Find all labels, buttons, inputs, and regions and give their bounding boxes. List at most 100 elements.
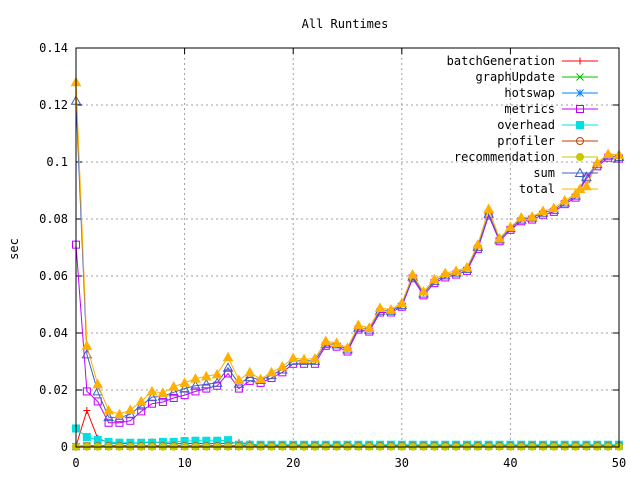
data-point-sum (244, 371, 256, 382)
data-point-metrics (191, 387, 200, 396)
data-point-metrics (202, 384, 211, 393)
data-point-total (515, 212, 527, 222)
data-point-total (537, 205, 549, 216)
data-point-metrics (82, 387, 91, 396)
legend-swatch-marker (576, 57, 584, 65)
data-point-sum (103, 411, 114, 422)
legend-label: graphUpdate (476, 70, 555, 84)
legend-swatch-marker (576, 89, 584, 97)
legend-label: profiler (497, 134, 555, 148)
data-point-total (559, 194, 571, 205)
legend-label: batchGeneration (447, 54, 555, 68)
data-point-overhead (82, 433, 91, 442)
data-point-total (124, 404, 136, 414)
data-point-total (244, 366, 256, 377)
data-point-sum (179, 383, 190, 393)
data-point-sum (211, 377, 223, 387)
data-point-sum (200, 378, 212, 389)
data-point-total (331, 337, 342, 347)
data-point-total (309, 353, 321, 363)
legend-swatch-marker (576, 105, 584, 113)
legend-swatch-marker (576, 73, 584, 81)
data-point-total (298, 353, 310, 364)
data-point-total (157, 387, 169, 397)
legend-entry-profiler: profiler (497, 134, 598, 148)
data-point-total (483, 203, 495, 214)
data-point-total (320, 335, 332, 345)
legend-swatch-marker (574, 167, 586, 177)
x-tick-label: 0 (72, 456, 79, 470)
data-point-total (505, 221, 516, 231)
legend: batchGeneration graphUpdate hotswap metrics… (447, 54, 598, 196)
data-point-metrics (115, 418, 124, 427)
legend-label: recommendation (454, 150, 555, 164)
y-tick-label: 0.06 (39, 269, 68, 283)
legend-entry-graphUpdate: graphUpdate (476, 70, 598, 84)
data-point-total (385, 304, 397, 314)
data-point-total (418, 286, 429, 296)
legend-label: hotswap (504, 86, 555, 100)
data-point-total (429, 273, 440, 284)
legend-entry-total: total (519, 182, 598, 196)
data-point-sum (146, 391, 158, 402)
x-tick-label: 40 (503, 456, 517, 470)
data-point-metrics (234, 384, 243, 393)
legend-swatch-marker (576, 153, 584, 161)
data-point-total (266, 366, 277, 377)
data-point-total (450, 265, 462, 275)
data-point-sum (190, 380, 201, 390)
y-tick-label: 0.02 (39, 383, 68, 397)
data-point-total (363, 322, 375, 332)
data-point-total (591, 157, 603, 167)
data-point-total (342, 342, 353, 352)
data-point-total (168, 381, 180, 391)
data-point-total (602, 148, 614, 159)
data-point-total (374, 302, 386, 312)
data-point-total (472, 239, 484, 249)
series-line-total (75, 82, 620, 415)
legend-entry-sum: sum (533, 166, 598, 180)
data-point-batchGeneration (83, 407, 91, 415)
series-group (70, 76, 625, 451)
data-point-total (81, 340, 93, 350)
data-point-total (494, 232, 505, 243)
data-point-total (233, 374, 245, 385)
data-point-total (570, 188, 581, 198)
data-point-total (581, 180, 592, 191)
data-point-total (255, 373, 266, 384)
data-point-total (276, 361, 288, 371)
chart-title: All Runtimes (302, 17, 389, 31)
data-point-metrics (104, 418, 113, 427)
y-tick-label: 0.1 (46, 155, 68, 169)
data-point-total (548, 202, 560, 213)
data-point-total (461, 261, 473, 272)
axes: 0 0.02 0.04 0.06 0.08 0.1 0.12 0.14 0 10 20 30 40 50 (39, 41, 626, 470)
data-point-total (353, 319, 364, 330)
legend-label: overhead (497, 118, 555, 132)
series-line-sum (75, 100, 620, 419)
data-point-total (190, 373, 201, 383)
data-point-total (526, 211, 538, 221)
legend-swatch-marker (576, 121, 584, 129)
x-tick-label: 50 (612, 456, 626, 470)
y-tick-label: 0.08 (39, 212, 68, 226)
data-point-sum (168, 386, 180, 397)
data-point-total (287, 352, 299, 363)
data-point-total (439, 267, 451, 278)
data-point-total (103, 405, 114, 415)
y-tick-label: 0.12 (39, 98, 68, 112)
data-point-total (114, 408, 125, 419)
plot-frame (75, 47, 620, 448)
y-tick-label: 0.04 (39, 326, 68, 340)
data-point-total (211, 368, 223, 379)
data-point-metrics (158, 397, 167, 406)
y-tick-label: 0.14 (39, 41, 68, 55)
y-axis-label: sec (7, 238, 21, 260)
legend-entry-overhead: overhead (497, 118, 598, 132)
legend-entry-batchGeneration: batchGeneration (447, 54, 598, 68)
legend-entry-recommendation: recommendation (454, 150, 598, 164)
data-point-total (135, 395, 147, 406)
data-point-total (92, 378, 104, 389)
legend-label: total (519, 182, 555, 196)
